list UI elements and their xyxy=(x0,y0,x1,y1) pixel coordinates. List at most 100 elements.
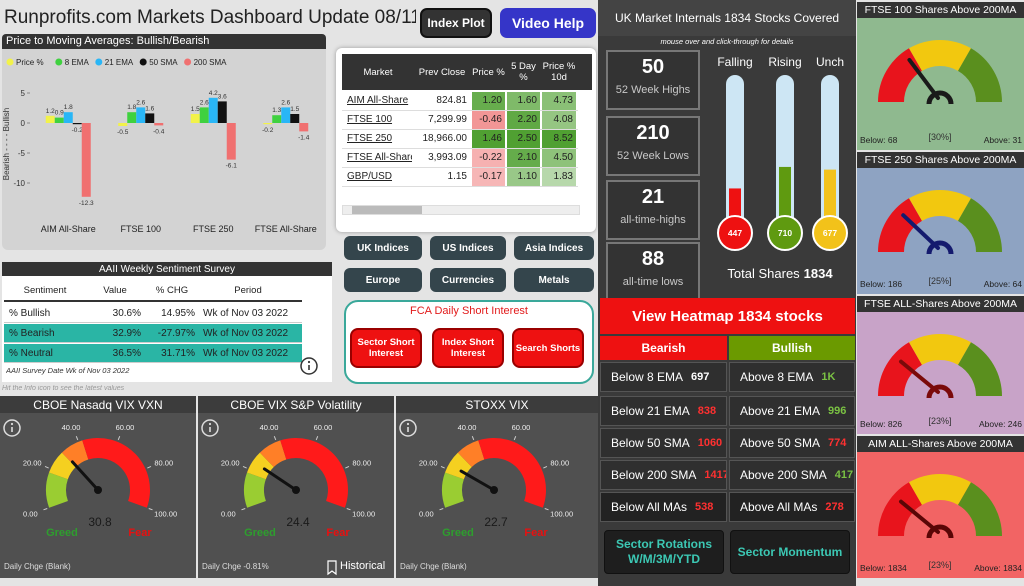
gauge-band xyxy=(82,438,150,508)
aaii-row-bg xyxy=(4,344,302,363)
gauge-needle xyxy=(70,460,100,492)
table-header: 5 Day % xyxy=(511,61,536,83)
above-count: Above: 64 xyxy=(983,279,1022,289)
table-cell: 4.08 xyxy=(542,111,576,129)
gauge-tick xyxy=(471,436,475,441)
ma-cell[interactable]: Above All MAs 278 xyxy=(729,492,855,522)
ma-cell[interactable]: Below All MAs 538 xyxy=(600,492,727,522)
gauge-tick-label: 20.00 xyxy=(221,458,240,467)
share-gauge-title: FTSE 100 Shares Above 200MA xyxy=(857,2,1024,18)
stat-value: 88 xyxy=(641,248,665,270)
ma-cell[interactable]: Above 200 SMA 417 xyxy=(729,460,855,490)
row-divider xyxy=(342,186,578,187)
above-count: Above: 1834 xyxy=(974,563,1022,573)
aaii-cell: -27.97% xyxy=(157,328,195,339)
sector-button[interactable]: Sector Momentum xyxy=(730,530,850,574)
daily-change: Daily Chge (Blank) xyxy=(4,562,71,571)
gauge-band xyxy=(457,440,485,467)
gauge-tick-label: 40.00 xyxy=(260,423,279,432)
gauge-hub xyxy=(926,90,954,105)
bar-value-label: -0.4 xyxy=(153,128,165,135)
below-count: Below: 1834 xyxy=(860,563,907,573)
thermometer-bulb xyxy=(767,215,803,251)
nav-button[interactable]: US Indices xyxy=(430,236,506,260)
table-cell: 4.50 xyxy=(542,149,576,167)
bar xyxy=(118,123,128,126)
thermometer-bulb xyxy=(717,215,753,251)
aaii-header: % CHG xyxy=(155,284,189,296)
vix-title: CBOE VIX S&P Volatility xyxy=(198,396,394,413)
fca-button[interactable]: Sector Short Interest xyxy=(350,328,422,368)
gauge-needle xyxy=(459,469,496,492)
bar xyxy=(154,123,164,126)
gauge-tick-label: 20.00 xyxy=(419,458,438,467)
sector-button[interactable]: Sector Rotations W/M/3M/YTD xyxy=(604,530,724,574)
bar-value-label: 1.5 xyxy=(290,106,299,113)
fear-label: Fear xyxy=(524,527,548,539)
gauge-band xyxy=(878,482,922,536)
table-cell: 824.81 xyxy=(436,95,467,106)
bar-value-label: 2.6 xyxy=(200,99,209,106)
aaii-row-bg xyxy=(4,304,302,323)
fca-button[interactable]: Index Short Interest xyxy=(432,328,504,368)
table-cell: 1.20 xyxy=(472,92,505,110)
ma-label: Above 50 SMA xyxy=(740,436,821,450)
gauge-tick xyxy=(544,507,549,511)
aaii-row-bg xyxy=(4,324,302,343)
market-name[interactable]: GBP/USD xyxy=(347,171,393,182)
ma-value: 417 xyxy=(834,469,854,481)
ma-cell[interactable]: Below 21 EMA 838 xyxy=(600,396,727,426)
ma-cell[interactable]: Below 50 SMA 1060 xyxy=(600,428,727,458)
nav-button[interactable]: Metals xyxy=(514,268,594,292)
gauge-band xyxy=(909,39,971,71)
gauge-value: 24.4 xyxy=(286,515,310,529)
ma-cell[interactable]: Below 200 SMA 1417 xyxy=(600,460,727,490)
table-cell: 4.73 xyxy=(542,92,576,110)
x-tick-label: FTSE 250 xyxy=(192,223,234,234)
bar xyxy=(199,107,209,123)
bar-value-label: 1.2 xyxy=(46,108,55,115)
nav-button[interactable]: UK Indices xyxy=(344,236,422,260)
gauge-needle xyxy=(907,57,940,100)
y-tick-label: -5 xyxy=(18,149,26,158)
heatmap-button[interactable]: View Heatmap 1834 stocks xyxy=(600,298,855,334)
aaii-hint: Hit the Info icon to see the latest valu… xyxy=(2,385,125,392)
ma-cell[interactable]: Above 8 EMA 1K xyxy=(729,362,855,392)
historical-button[interactable]: Historical xyxy=(340,560,386,572)
info-icon-dot xyxy=(208,422,212,426)
gauge-hub xyxy=(926,524,954,539)
bar-value-label: 3.6 xyxy=(218,93,227,100)
index-plot-button[interactable]: Index Plot xyxy=(420,8,492,38)
fear-label: Fear xyxy=(128,527,152,539)
gauge-tick xyxy=(345,465,350,469)
ma-cell[interactable]: Above 50 SMA 774 xyxy=(729,428,855,458)
gauge-tick xyxy=(315,436,319,441)
market-name[interactable]: FTSE All-Share xyxy=(347,152,412,163)
bar xyxy=(217,101,227,123)
ma-cell[interactable]: Above 21 EMA 996 xyxy=(729,396,855,426)
gauge-band xyxy=(478,438,546,508)
market-name[interactable]: AIM All-Share xyxy=(347,95,409,106)
bookmark-icon xyxy=(327,560,337,576)
market-name[interactable]: FTSE 100 xyxy=(347,114,393,125)
gauge-tick xyxy=(440,465,445,469)
gauge-hub xyxy=(490,486,498,494)
y-tick-label: 0 xyxy=(21,119,26,128)
nav-button[interactable]: Currencies xyxy=(430,268,506,292)
bar xyxy=(63,112,73,123)
legend-label: 200 SMA xyxy=(194,58,228,67)
ma-cell[interactable]: Below 8 EMA 697 xyxy=(600,362,727,392)
ma-label: Above 21 EMA xyxy=(740,404,821,418)
total-shares: Total Shares 1834 xyxy=(706,266,854,286)
nav-button[interactable]: Europe xyxy=(344,268,422,292)
legend-label: 8 EMA xyxy=(65,58,90,67)
gauge-tick xyxy=(439,507,444,511)
daily-change: Daily Chge -0.81% xyxy=(202,562,269,571)
dashboard-title: Runprofits.com Markets Dashboard Update … xyxy=(4,7,416,28)
aaii-footnote: AAII Survey Date Wk of Nov 03 2022 xyxy=(6,366,130,375)
nav-button[interactable]: Asia Indices xyxy=(514,236,594,260)
market-name[interactable]: FTSE 250 xyxy=(347,133,393,144)
fca-button[interactable]: Search Shorts xyxy=(512,328,584,368)
video-help-button[interactable]: Video Help xyxy=(500,8,596,38)
